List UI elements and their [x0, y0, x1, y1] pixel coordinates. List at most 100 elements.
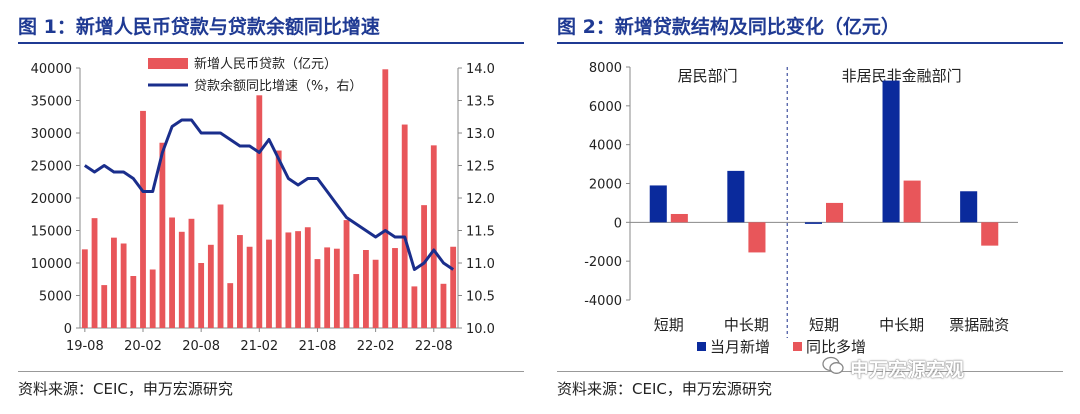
chart2-tick-label: 6000 [589, 100, 622, 115]
chart2-category-label: 中长期 [724, 316, 769, 334]
chart1-bar [440, 283, 447, 328]
chart2-tick-label: -2000 [584, 255, 622, 270]
chart2-category-label: 短期 [654, 316, 684, 334]
chart1-bar [198, 263, 205, 328]
chart1-left-tick-label: 35000 [31, 95, 72, 110]
chart2-legend-swatch-current [697, 342, 706, 351]
chart2-bar [748, 222, 766, 253]
chart1-bar [246, 246, 253, 328]
chart1-bar [285, 232, 292, 328]
chart1-bar [372, 259, 379, 328]
chart1-right-tick-label: 14.0 [466, 62, 495, 77]
chart1-footer-rule [18, 371, 524, 372]
chart2-tick-label: 8000 [589, 61, 622, 76]
chart1-bar [421, 205, 427, 328]
chart1-left-tick-label: 15000 [31, 225, 72, 240]
chart1-bar [275, 150, 282, 328]
chart2-category-label: 中长期 [879, 316, 924, 334]
chart2-group-label: 非居民非金融部门 [842, 67, 962, 85]
chart1-bar [256, 95, 263, 328]
chart2-bar [826, 202, 844, 223]
wechat-icon [822, 356, 844, 374]
chart1-bar [149, 269, 156, 328]
chart1-title-rule [18, 42, 524, 44]
chart1-bar [353, 274, 360, 328]
chart1-x-tick-label: 21-02 [240, 339, 278, 354]
chart1-right-tick-label: 10.0 [466, 322, 495, 337]
chart1-left-tick-label: 10000 [31, 257, 72, 272]
chart2-bar [649, 185, 667, 223]
chart1-bar [207, 244, 214, 328]
chart1-x-tick-label: 20-02 [124, 339, 162, 354]
chart1-svg: 0 5000 10000 15000 20000 25000 30000 35000 40000… [31, 56, 495, 354]
chart1-x-tick-label: 22-08 [415, 339, 453, 354]
watermark: 申万宏源宏观 [850, 359, 965, 381]
chart1-right-tick-label: 12.5 [466, 160, 495, 175]
chart1-legend-label-bars: 新增人民币贷款（亿元） [194, 56, 337, 72]
chart1-bar [295, 231, 301, 328]
chart2-svg: -4000 -2000 0 2000 4000 6000 8000 居民部门 非居民非金融部门短… [584, 61, 1018, 356]
chart2-legend-label-current: 当月新增 [710, 338, 770, 356]
chart2-bar [727, 170, 745, 223]
chart2-category-label: 票据融资 [949, 316, 1009, 334]
chart1-legend-label-line: 贷款余额同比增速（%，右） [194, 78, 362, 94]
chart2-tick-label: -4000 [584, 294, 622, 309]
chart2-bar [804, 222, 822, 224]
chart2-legend-swatch-yoy [793, 342, 802, 351]
chart1-bar [382, 69, 389, 329]
chart1-bar [450, 246, 457, 328]
chart1-left-tick-label: 0 [64, 322, 72, 337]
chart1-bar [304, 227, 311, 328]
chart1-left-tick-label: 25000 [31, 160, 72, 175]
chart1-title: 图 1：新增人民币贷款与贷款余额同比增速 [18, 16, 380, 38]
chart1-bar [411, 286, 418, 328]
chart2-tick-label: 2000 [589, 178, 622, 193]
chart1-x-tick-label: 22-02 [357, 339, 395, 354]
chart2-bar [960, 191, 978, 223]
chart1-bar [217, 204, 224, 328]
chart2-source: 资料来源：CEIC，申万宏源研究 [557, 380, 772, 398]
chart1-bar [237, 235, 243, 328]
chart1-bar [314, 259, 321, 328]
chart1-bar [363, 250, 369, 328]
chart1-bar [159, 142, 166, 328]
chart1-bar [227, 283, 234, 328]
chart1-right-tick-label: 12.0 [466, 192, 495, 207]
chart1-x-tick-label: 20-08 [182, 339, 220, 354]
chart1-bar [140, 110, 146, 329]
chart1-x-tick-label: 19-08 [66, 339, 104, 354]
chart1-right-tick-label: 10.5 [466, 290, 495, 305]
chart1-bar [324, 247, 331, 328]
chart1-source: 资料来源：CEIC，申万宏源研究 [18, 380, 233, 398]
chart1-right-tick-label: 13.5 [466, 95, 495, 110]
chart2-title-rule [557, 42, 1063, 44]
chart1-right-tick-label: 13.0 [466, 127, 495, 142]
chart2-bar [981, 222, 999, 246]
chart2-tick-label: 0 [614, 216, 622, 231]
chart1-left-tick-label: 5000 [39, 290, 72, 305]
chart2-category-label: 短期 [809, 316, 839, 334]
chart1-left-tick-label: 20000 [31, 192, 72, 207]
chart2-tick-label: 4000 [589, 139, 622, 154]
chart1-bar [392, 248, 398, 328]
chart1-bar [178, 231, 185, 328]
chart2-footer-rule [557, 371, 1063, 372]
chart1-bar [333, 248, 340, 328]
chart1-bar [111, 237, 117, 328]
chart2-title: 图 2：新增贷款结构及同比变化（亿元） [557, 16, 900, 38]
chart1-bar [401, 124, 408, 328]
chart1-bar [120, 243, 127, 328]
chart1-bar [101, 285, 108, 328]
chart1-line-series [83, 118, 455, 271]
chart1-bar [188, 218, 195, 328]
chart1-legend-swatch-bars [148, 58, 188, 69]
chart1-bar [430, 145, 437, 328]
chart1-right-tick-label: 11.0 [466, 257, 495, 272]
chart2-bar [903, 180, 921, 223]
chart1-left-tick-label: 30000 [31, 127, 72, 142]
chart1-right-tick-label: 11.5 [466, 225, 495, 240]
chart1-bar [130, 276, 137, 328]
chart1-bar [169, 217, 175, 328]
chart1-bar [343, 220, 350, 328]
chart1-bar [266, 239, 272, 328]
